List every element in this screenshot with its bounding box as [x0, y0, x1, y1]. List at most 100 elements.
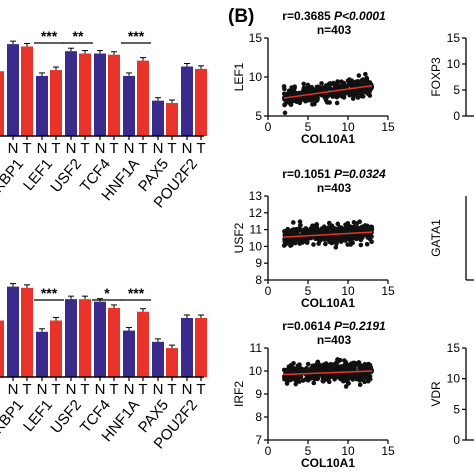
- bar-PAX5-N: [152, 341, 164, 377]
- n-label: n=403: [317, 181, 352, 195]
- partial-y-tick-label: 0: [453, 109, 460, 123]
- y-tick-label: 5: [255, 109, 262, 123]
- bar-TCF4-N: [94, 53, 106, 136]
- data-point: [367, 374, 373, 379]
- data-point: [354, 236, 359, 242]
- data-point: [312, 229, 317, 235]
- x-tick-label: 5: [305, 284, 312, 298]
- bar-cropped: [0, 71, 4, 136]
- data-point: [308, 366, 314, 371]
- stat-p: P=0.0324: [334, 167, 386, 181]
- stat-r: r=0.3685: [282, 9, 334, 23]
- group-label: T: [80, 140, 89, 157]
- data-point: [311, 380, 317, 386]
- group-label: T: [138, 140, 147, 157]
- bar-LEF1-N: [36, 75, 48, 136]
- n-label: n=403: [317, 23, 352, 37]
- data-point: [283, 91, 289, 97]
- partial-y-axis-label: GATA1: [429, 219, 443, 257]
- data-point: [339, 79, 344, 84]
- y-tick-label: 12: [249, 206, 263, 220]
- data-point: [359, 235, 364, 241]
- data-point: [289, 85, 294, 90]
- data-point: [290, 220, 296, 225]
- data-point: [281, 243, 287, 248]
- x-axis-label: COL10A1: [301, 296, 355, 310]
- data-point: [289, 239, 294, 245]
- bar-POU2F2-T: [195, 317, 207, 377]
- data-point: [331, 374, 336, 379]
- data-point: [329, 368, 335, 373]
- data-point: [314, 368, 319, 373]
- stat-r: r=0.1051: [282, 167, 334, 181]
- group-label: N: [153, 140, 164, 157]
- data-point: [340, 92, 346, 97]
- y-tick-label: 15: [249, 31, 263, 45]
- y-tick-label: 8: [255, 410, 262, 424]
- data-point: [288, 102, 294, 108]
- bar-POU2F2-N: [181, 66, 193, 136]
- stat-r: r=0.0614: [282, 319, 334, 333]
- bar-USF2-N: [65, 299, 77, 377]
- data-point: [352, 90, 357, 95]
- data-point: [282, 102, 288, 107]
- bar-XBP1-N: [7, 286, 19, 377]
- data-point: [337, 228, 342, 233]
- bar-cropped: [0, 320, 4, 377]
- data-point: [354, 221, 360, 226]
- data-point: [282, 239, 288, 244]
- data-point: [342, 358, 347, 363]
- data-point: [296, 375, 301, 381]
- bar-HNF1A-T: [137, 311, 149, 377]
- data-point: [346, 372, 352, 378]
- group-label: N: [182, 381, 193, 398]
- data-point: [323, 241, 328, 247]
- data-point: [319, 81, 324, 86]
- x-tick-label: 10: [341, 120, 355, 134]
- group-label: N: [124, 140, 135, 157]
- y-tick-label: 9: [255, 256, 262, 270]
- data-point: [364, 77, 369, 82]
- bar-LEF1-T: [50, 320, 62, 377]
- partial-y-tick-label: 15: [447, 31, 461, 45]
- bar-USF2-N: [65, 51, 77, 137]
- data-point: [303, 226, 309, 231]
- bar-POU2F2-T: [195, 68, 207, 136]
- partial-y-tick-label: 0: [453, 433, 460, 447]
- trend-line: [283, 84, 373, 99]
- data-point: [346, 365, 352, 370]
- data-point: [358, 242, 364, 248]
- y-tick-label: 11: [250, 341, 263, 355]
- x-axis-label: COL10A1: [301, 132, 355, 146]
- data-point: [357, 382, 363, 388]
- data-point: [288, 91, 294, 97]
- bar-POU2F2-N: [181, 317, 193, 377]
- data-point: [326, 220, 332, 226]
- data-point: [322, 86, 328, 92]
- data-point: [348, 361, 354, 367]
- data-point: [281, 374, 287, 379]
- data-point: [321, 378, 326, 384]
- data-point: [343, 384, 349, 389]
- data-point: [314, 84, 320, 90]
- data-point: [359, 93, 364, 99]
- bar-TCF4-T: [108, 54, 120, 136]
- data-point: [369, 239, 374, 245]
- data-point: [287, 364, 293, 370]
- significance-label: ***: [128, 28, 145, 44]
- group-label: T: [167, 381, 176, 398]
- group-label: N: [153, 381, 164, 398]
- partial-y-tick-label: 10: [447, 372, 461, 386]
- data-point: [363, 372, 369, 378]
- data-point: [339, 365, 345, 370]
- data-point: [364, 241, 370, 247]
- y-tick-label: 8: [255, 273, 262, 287]
- significance-label: ***: [128, 285, 145, 301]
- data-point: [335, 221, 341, 227]
- data-point: [366, 361, 371, 367]
- bar-HNF1A-N: [123, 75, 135, 136]
